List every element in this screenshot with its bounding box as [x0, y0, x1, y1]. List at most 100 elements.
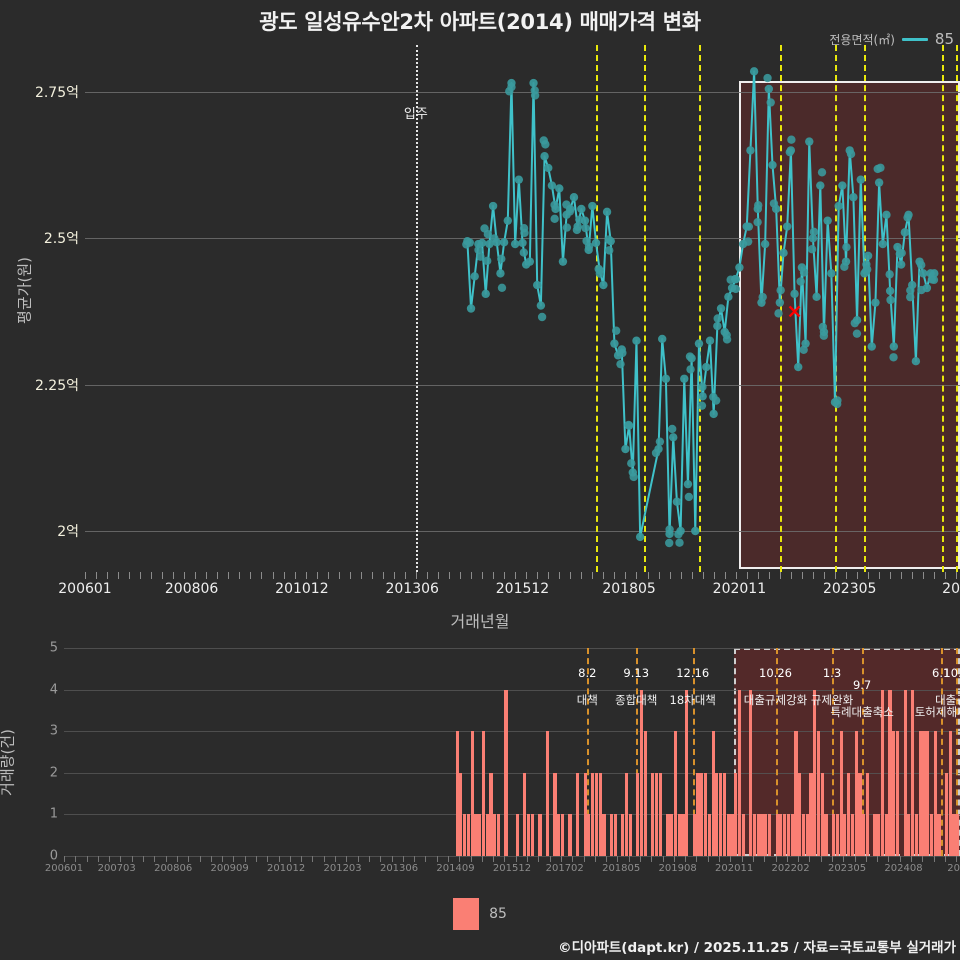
x-tick-label: 201908	[658, 863, 697, 874]
y-tick-label: 2.75억	[34, 84, 79, 101]
policy-event-date: 10.1	[943, 666, 960, 680]
volume-bar	[677, 814, 681, 856]
price-point	[518, 238, 527, 248]
price-point	[846, 149, 856, 159]
price-point	[698, 392, 707, 401]
volume-bar	[715, 772, 719, 856]
price-point	[565, 207, 575, 216]
price-point	[605, 246, 614, 255]
volume-bar	[768, 814, 772, 856]
policy-event-name: 토허제해제	[914, 705, 960, 719]
policy-event-date: 8.2	[578, 666, 597, 680]
volume-bar	[877, 814, 881, 856]
price-point	[889, 342, 899, 351]
volume-bar	[557, 814, 561, 856]
volume-bar	[527, 814, 531, 856]
gridline	[64, 689, 960, 691]
price-point	[483, 230, 493, 239]
policy-event-name: 대출규제강화	[743, 693, 808, 707]
price-point	[519, 224, 529, 233]
price-point	[555, 184, 564, 193]
volume-bar	[888, 689, 892, 856]
price-point	[882, 210, 891, 220]
price-point	[544, 163, 553, 173]
price-point	[651, 448, 661, 458]
volume-bar	[719, 772, 723, 856]
price-point	[886, 295, 895, 305]
policy-event-date: 9.7	[852, 678, 872, 692]
price-point	[665, 525, 674, 534]
gridline	[64, 856, 960, 857]
price-point	[731, 274, 740, 284]
volume-bar	[700, 772, 704, 856]
price-point	[874, 178, 884, 187]
volume-bar	[760, 814, 764, 856]
price-point	[685, 352, 695, 361]
price-point	[602, 207, 612, 217]
y-tick-label: 0	[49, 848, 58, 864]
policy-event-date: 1.3	[822, 666, 842, 680]
price-point	[897, 248, 906, 258]
x-tick-label: 200601	[44, 863, 84, 874]
volume-bar	[594, 772, 598, 856]
price-point	[525, 257, 535, 266]
volume-bar	[530, 814, 534, 856]
volume-bar	[651, 772, 655, 856]
price-chart-series-layer	[462, 67, 939, 548]
price-point	[624, 420, 633, 430]
gridline	[64, 648, 960, 649]
price-point	[816, 181, 825, 190]
volume-bar	[752, 814, 757, 856]
gridline	[64, 814, 960, 816]
price-point	[572, 225, 582, 235]
policy-event-name: 대출규제	[935, 693, 960, 707]
volume-bar	[489, 772, 493, 856]
price-chart-plot-area: 2억 2.25억 2.5억 2.75억 입주 200601 200806 201012 20…	[35, 45, 960, 597]
volume-bar	[466, 814, 470, 856]
legend-bottom-swatch	[453, 898, 480, 930]
volume-bar	[790, 814, 794, 856]
price-point	[667, 424, 677, 434]
price-point	[691, 526, 700, 536]
volume-bar	[711, 731, 715, 856]
policy-event-name: 규제완화	[810, 693, 854, 707]
price-point	[655, 437, 665, 446]
price-point	[889, 353, 898, 362]
volume-bar	[794, 731, 798, 856]
price-point	[594, 264, 603, 274]
volume-bar	[813, 689, 817, 856]
price-point	[903, 213, 912, 222]
x-tick-label: 201805	[602, 581, 656, 597]
price-point	[842, 242, 851, 252]
volume-bar	[624, 772, 629, 856]
volume-bar	[892, 731, 896, 856]
price-point	[724, 292, 733, 301]
price-point	[711, 396, 721, 405]
price-point	[812, 292, 821, 301]
price-point	[827, 269, 836, 278]
volume-bar	[576, 772, 580, 856]
price-point	[672, 497, 682, 506]
volume-bar	[862, 814, 866, 856]
policy-event-vline	[636, 648, 639, 856]
occupancy-label: 입주	[403, 107, 428, 122]
volume-bar	[598, 772, 602, 856]
x-tick-label: 201409	[436, 863, 475, 874]
price-point	[735, 263, 744, 272]
volume-bar	[937, 814, 941, 856]
legend-top-line-swatch	[901, 37, 928, 41]
volume-bar	[666, 814, 670, 856]
volume-bar	[538, 814, 542, 856]
legend-bottom-value: 85	[489, 906, 507, 922]
volume-bar	[835, 814, 839, 856]
volume-bar	[779, 814, 783, 856]
policy-event-vline	[956, 648, 959, 856]
price-point	[823, 216, 832, 225]
x-tick-label: 2025	[947, 863, 960, 874]
price-chart-x-axis-title: 거래년월	[450, 612, 510, 631]
volume-bar	[741, 814, 745, 856]
price-point	[744, 222, 754, 231]
volume-bar	[786, 814, 790, 856]
price-point	[530, 91, 540, 100]
volume-bar	[560, 814, 565, 856]
